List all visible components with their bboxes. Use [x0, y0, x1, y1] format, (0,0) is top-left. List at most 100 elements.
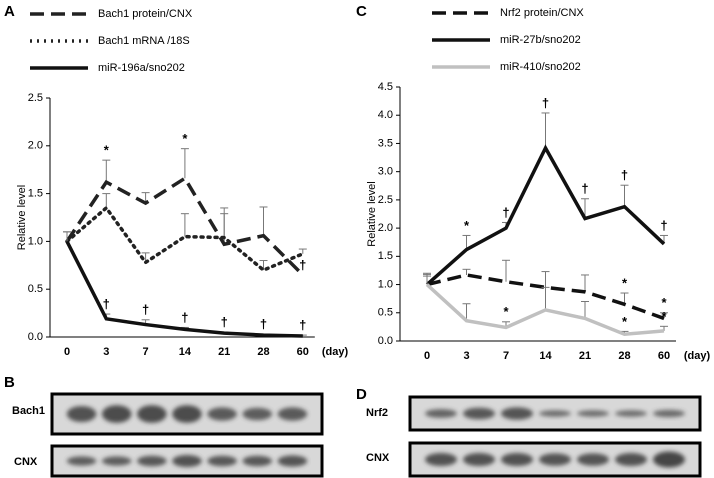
legend-label: Bach1 mRNA /18S — [98, 35, 190, 47]
blot-band — [577, 410, 609, 417]
annotation: * — [622, 275, 628, 290]
x-tick-label: 14 — [539, 350, 552, 362]
x-tick-label: 14 — [179, 346, 192, 358]
annotation: † — [542, 95, 549, 110]
x-tick-label: 3 — [103, 346, 109, 358]
blot-band — [207, 407, 237, 421]
annotation: * — [182, 131, 188, 146]
x-tick-label: 0 — [64, 346, 70, 358]
panel-label: C — [356, 3, 367, 20]
legend-label: miR-27b/sno202 — [500, 34, 581, 46]
blot-band — [539, 453, 571, 466]
y-tick-label: 0.0 — [378, 335, 393, 347]
y-tick-label: 1.0 — [378, 278, 393, 290]
annotation: † — [660, 218, 667, 233]
blot-band — [101, 456, 132, 466]
legend-label: Nrf2 protein/CNX — [500, 7, 584, 19]
annotation: * — [661, 295, 667, 310]
blot-band — [137, 455, 167, 467]
blot-band — [242, 455, 273, 467]
blot-band — [66, 406, 97, 422]
x-tick-label: 3 — [463, 350, 469, 362]
legend-label: miR-410/sno202 — [500, 61, 581, 73]
blot-band — [242, 407, 273, 421]
series-line — [65, 205, 305, 273]
blot-label: CNX — [14, 456, 38, 468]
y-tick-label: 0.0 — [28, 331, 43, 343]
blot-band — [653, 451, 685, 468]
y-tick-label: 2.5 — [28, 92, 43, 104]
y-tick-label: 3.0 — [378, 166, 393, 178]
annotation: † — [260, 317, 267, 332]
annotation: * — [661, 309, 667, 324]
annotation: † — [581, 181, 588, 196]
annotation: † — [299, 318, 306, 333]
y-tick-label: 4.5 — [378, 81, 393, 93]
blot-band — [66, 456, 97, 466]
x-tick-label: 0 — [424, 350, 430, 362]
blot-band — [615, 410, 647, 417]
blot-band — [425, 452, 457, 467]
blot-band — [577, 453, 609, 466]
x-axis-label: (day) — [322, 346, 349, 358]
y-axis-label: Relative level — [16, 185, 28, 250]
y-tick-label: 0.5 — [28, 283, 43, 295]
x-tick-label: 28 — [257, 346, 269, 358]
annotation: † — [621, 168, 628, 183]
blot-band — [501, 407, 533, 420]
panel-label: D — [356, 386, 367, 403]
y-tick-label: 1.5 — [28, 188, 43, 200]
annotation: † — [502, 205, 509, 220]
blot-label: CNX — [366, 452, 390, 464]
annotation: † — [142, 302, 149, 317]
annotation: * — [622, 314, 628, 329]
x-axis-label: (day) — [684, 350, 711, 362]
blot-band — [615, 452, 647, 467]
blot-band — [539, 410, 571, 417]
blot-band — [277, 455, 308, 467]
y-tick-label: 3.5 — [378, 137, 393, 149]
annotation: † — [221, 315, 228, 330]
y-axis-label: Relative level — [366, 181, 378, 246]
annotation: † — [299, 257, 306, 272]
series-line — [65, 175, 305, 277]
x-tick-label: 21 — [218, 346, 230, 358]
blot-band — [653, 409, 685, 418]
blot-band — [137, 405, 167, 423]
series-line — [426, 273, 665, 321]
panel-label: B — [4, 374, 15, 391]
blot-label: Bach1 — [12, 405, 45, 417]
y-tick-label: 2.0 — [378, 222, 393, 234]
y-tick-label: 2.5 — [378, 194, 393, 206]
annotation: † — [103, 296, 110, 311]
x-tick-label: 28 — [618, 350, 630, 362]
blot-band — [101, 405, 132, 423]
blot-band — [463, 452, 495, 467]
y-tick-label: 0.5 — [378, 307, 393, 319]
series-line — [425, 283, 665, 337]
blot-band — [172, 455, 202, 467]
y-tick-label: 1.0 — [28, 235, 43, 247]
x-tick-label: 21 — [579, 350, 591, 362]
annotation: * — [503, 304, 509, 319]
blot-band — [277, 407, 308, 421]
panel-label: A — [4, 3, 15, 20]
x-tick-label: 7 — [503, 350, 509, 362]
x-tick-label: 7 — [143, 346, 149, 358]
annotation: † — [181, 310, 188, 325]
x-tick-label: 60 — [658, 350, 670, 362]
series-line — [425, 144, 666, 286]
x-tick-label: 60 — [297, 346, 309, 358]
y-tick-label: 4.0 — [378, 109, 393, 121]
y-tick-label: 1.5 — [378, 250, 393, 262]
blot-label: Nrf2 — [366, 407, 388, 419]
blot-band — [501, 452, 533, 467]
y-tick-label: 2.0 — [28, 140, 43, 152]
annotation: * — [104, 143, 110, 158]
blot-band — [425, 409, 457, 418]
annotation: * — [464, 218, 470, 233]
blot-band — [463, 407, 495, 420]
legend-label: Bach1 protein/CNX — [98, 8, 193, 20]
blot-band — [207, 455, 237, 467]
